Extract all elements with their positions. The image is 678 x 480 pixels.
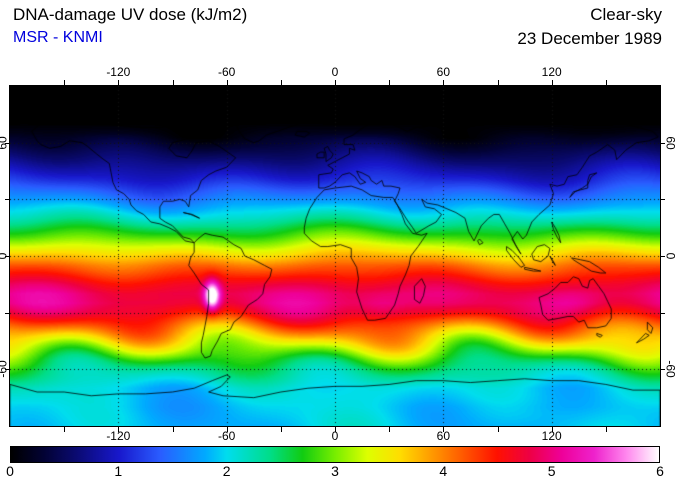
- axis-tick-right: [661, 369, 665, 371]
- axis-tick-left: [5, 199, 9, 201]
- lon-tick-label-bottom: 60: [436, 429, 451, 443]
- header-right: Clear-sky 23 December 1989: [517, 5, 662, 49]
- axis-tick-top: [118, 80, 120, 85]
- data-source: MSR - KNMI: [13, 29, 103, 46]
- axis-tick-bottom: [280, 427, 282, 432]
- axis-tick-bottom: [389, 427, 391, 432]
- axis-tick-right: [661, 142, 665, 144]
- axis-tick-top: [335, 80, 336, 85]
- colorbar-gradient: [10, 446, 660, 463]
- lon-tick-label-bottom: 120: [541, 429, 562, 443]
- axis-tick-bottom: [551, 427, 553, 432]
- axis-tick-right: [661, 256, 665, 257]
- axis-tick-top: [443, 80, 445, 85]
- axis-tick-top: [497, 80, 499, 85]
- axis-tick-left: [5, 142, 9, 144]
- axis-tick-bottom: [497, 427, 499, 432]
- axis-tick-top: [605, 80, 607, 85]
- lon-tick-label-top: 60: [436, 65, 451, 79]
- sky-condition: Clear-sky: [590, 5, 662, 24]
- axis-tick-bottom: [226, 427, 228, 432]
- lon-tick-label-top: -120: [106, 65, 131, 79]
- lon-tick-label-top: 120: [541, 65, 562, 79]
- axis-tick-bottom: [64, 427, 66, 432]
- lon-tick-label-bottom: -60: [217, 429, 236, 443]
- axis-tick-bottom: [118, 427, 120, 432]
- axis-tick-bottom: [335, 427, 336, 432]
- axis-tick-right: [661, 312, 665, 314]
- colorbar-tick-label: 4: [439, 463, 448, 479]
- lon-tick-label-top: -60: [217, 65, 236, 79]
- lon-tick-label-bottom: -120: [106, 429, 131, 443]
- axis-tick-bottom: [172, 427, 174, 432]
- chart-date: 23 December 1989: [517, 29, 662, 48]
- axis-tick-top: [551, 80, 553, 85]
- axis-tick-left: [5, 369, 9, 371]
- colorbar-tick-label: 3: [331, 463, 339, 479]
- axis-tick-top: [280, 80, 282, 85]
- axis-tick-top: [389, 80, 391, 85]
- axis-tick-top: [64, 80, 66, 85]
- axis-tick-left: [5, 312, 9, 314]
- chart-title: DNA-damage UV dose (kJ/m2): [13, 5, 248, 24]
- uv-field-canvas: [10, 86, 660, 426]
- axis-tick-top: [226, 80, 228, 85]
- colorbar-tick-label: 0: [6, 463, 14, 479]
- lon-tick-label-bottom: 0: [331, 429, 339, 443]
- axis-tick-left: [5, 256, 9, 257]
- lat-tick-label-right: 60: [663, 135, 678, 150]
- axis-tick-bottom: [605, 427, 607, 432]
- map-plot-frame: [9, 85, 661, 427]
- lat-tick-label-right: 0: [663, 252, 678, 260]
- lon-tick-label-top: 0: [331, 65, 339, 79]
- colorbar-tick-label: 2: [222, 463, 231, 479]
- axis-tick-top: [172, 80, 174, 85]
- axis-tick-bottom: [443, 427, 445, 432]
- axis-tick-right: [661, 199, 665, 201]
- colorbar-tick-label: 1: [114, 463, 123, 479]
- colorbar-tick-label: 6: [656, 463, 664, 479]
- colorbar-tick-label: 5: [547, 463, 556, 479]
- lat-tick-label-right: -60: [663, 360, 678, 378]
